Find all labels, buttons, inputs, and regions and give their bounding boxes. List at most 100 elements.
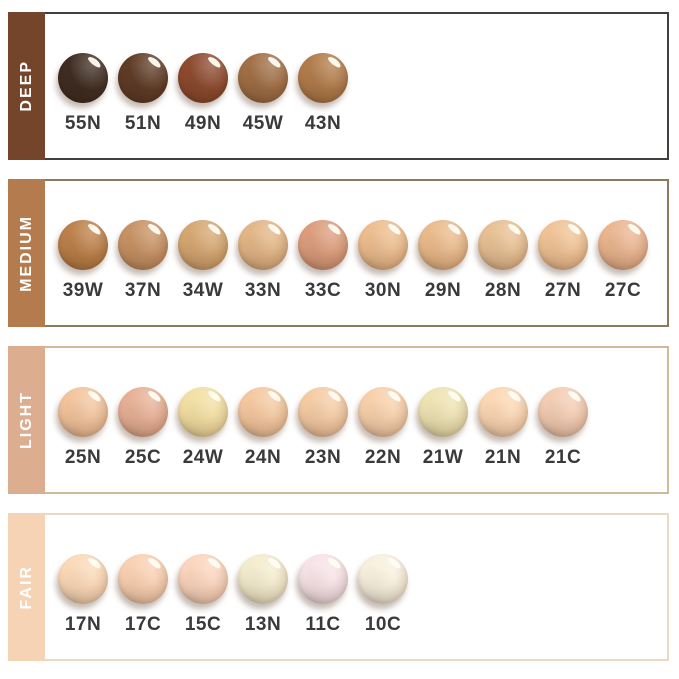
swatch-color-drop	[58, 220, 108, 270]
shade-code-label: 33C	[304, 280, 342, 301]
shade-code-label: 55N	[64, 113, 102, 134]
gloss-highlight-icon	[326, 556, 343, 570]
shade-code-label: 27C	[604, 280, 642, 301]
gloss-highlight-icon	[326, 55, 343, 69]
shade-code-label: 17N	[64, 614, 102, 635]
swatch-color-drop	[178, 554, 228, 604]
shade-row-fair: FAIR 17N 17C 15C 13N 11C 10C	[8, 513, 669, 661]
swatch-color-drop	[58, 53, 108, 103]
swatch-color-drop	[358, 220, 408, 270]
gloss-highlight-icon	[86, 55, 103, 69]
shade-row-medium: MEDIUM 39W 37N 34W 33N 33C 30N 29N 28N 27N 27C	[8, 179, 669, 327]
swatch-color-drop	[118, 220, 168, 270]
gloss-highlight-icon	[206, 556, 223, 570]
shade-code-label: 23N	[304, 447, 342, 468]
shade-code-label: 21W	[422, 447, 464, 468]
shade-code-label: 25N	[64, 447, 102, 468]
row-label-bar-light: LIGHT	[8, 346, 45, 494]
swatch-color-drop	[418, 220, 468, 270]
shade-code-label: 15C	[184, 614, 222, 635]
shade-code-label: 51N	[124, 113, 162, 134]
gloss-highlight-icon	[206, 389, 223, 403]
row-label-bar-fair: FAIR	[8, 513, 45, 661]
shade-swatch: 37N	[113, 220, 173, 302]
shade-swatch: 29N	[413, 220, 473, 302]
shade-code-label: 17C	[124, 614, 162, 635]
shade-code-label: 49N	[184, 113, 222, 134]
swatch-color-drop	[418, 387, 468, 437]
swatch-color-drop	[478, 387, 528, 437]
shade-code-label: 39W	[62, 280, 104, 301]
gloss-highlight-icon	[266, 389, 283, 403]
gloss-highlight-icon	[386, 222, 403, 236]
gloss-highlight-icon	[146, 222, 163, 236]
gloss-highlight-icon	[566, 222, 583, 236]
shade-code-label: 10C	[364, 614, 402, 635]
gloss-highlight-icon	[326, 389, 343, 403]
gloss-highlight-icon	[326, 222, 343, 236]
shade-swatch: 13N	[233, 554, 293, 636]
swatch-color-drop	[238, 220, 288, 270]
shade-swatch: 17N	[53, 554, 113, 636]
shade-swatch: 49N	[173, 53, 233, 135]
swatch-color-drop	[298, 554, 348, 604]
swatch-color-drop	[58, 554, 108, 604]
gloss-highlight-icon	[446, 222, 463, 236]
shade-swatch: 39W	[53, 220, 113, 302]
swatch-list-fair: 17N 17C 15C 13N 11C 10C	[45, 515, 667, 659]
gloss-highlight-icon	[266, 55, 283, 69]
swatch-list-medium: 39W 37N 34W 33N 33C 30N 29N 28N 27N 27C	[45, 181, 667, 325]
swatch-color-drop	[538, 387, 588, 437]
shade-swatch: 33C	[293, 220, 353, 302]
gloss-highlight-icon	[566, 389, 583, 403]
shade-swatch: 21W	[413, 387, 473, 469]
swatch-color-drop	[298, 387, 348, 437]
shade-code-label: 33N	[244, 280, 282, 301]
shade-code-label: 25C	[124, 447, 162, 468]
swatch-color-drop	[478, 220, 528, 270]
shade-swatch: 45W	[233, 53, 293, 135]
gloss-highlight-icon	[86, 222, 103, 236]
gloss-highlight-icon	[386, 389, 403, 403]
shade-swatch: 21C	[533, 387, 593, 469]
shade-swatch: 27C	[593, 220, 653, 302]
row-label-bar-deep: DEEP	[8, 12, 45, 160]
shade-swatch: 55N	[53, 53, 113, 135]
shade-swatch: 30N	[353, 220, 413, 302]
shade-code-label: 22N	[364, 447, 402, 468]
shade-swatch: 24N	[233, 387, 293, 469]
gloss-highlight-icon	[86, 389, 103, 403]
shade-code-label: 24N	[244, 447, 282, 468]
swatch-color-drop	[178, 220, 228, 270]
shade-swatch: 10C	[353, 554, 413, 636]
gloss-highlight-icon	[266, 222, 283, 236]
shade-swatch: 27N	[533, 220, 593, 302]
swatch-color-drop	[178, 53, 228, 103]
shade-swatch: 11C	[293, 554, 353, 636]
shade-swatch: 51N	[113, 53, 173, 135]
shade-swatch: 28N	[473, 220, 533, 302]
swatch-color-drop	[118, 387, 168, 437]
gloss-highlight-icon	[506, 222, 523, 236]
shade-swatch: 25C	[113, 387, 173, 469]
shade-swatch: 23N	[293, 387, 353, 469]
swatch-color-drop	[118, 554, 168, 604]
shade-swatch: 34W	[173, 220, 233, 302]
shade-swatch: 25N	[53, 387, 113, 469]
swatch-list-light: 25N 25C 24W 24N 23N 22N 21W 21N 21C	[45, 348, 667, 492]
shade-swatch: 22N	[353, 387, 413, 469]
shade-code-label: 29N	[424, 280, 462, 301]
gloss-highlight-icon	[626, 222, 643, 236]
swatch-color-drop	[178, 387, 228, 437]
shade-code-label: 21C	[544, 447, 582, 468]
swatch-color-drop	[118, 53, 168, 103]
row-label-bar-medium: MEDIUM	[8, 179, 45, 327]
shade-code-label: 28N	[484, 280, 522, 301]
shade-swatch: 43N	[293, 53, 353, 135]
swatch-color-drop	[238, 387, 288, 437]
swatch-list-deep: 55N 51N 49N 45W 43N	[45, 14, 667, 158]
shade-code-label: 43N	[304, 113, 342, 134]
shade-code-label: 45W	[242, 113, 284, 134]
shade-row-deep: DEEP 55N 51N 49N 45W 43N	[8, 12, 669, 160]
